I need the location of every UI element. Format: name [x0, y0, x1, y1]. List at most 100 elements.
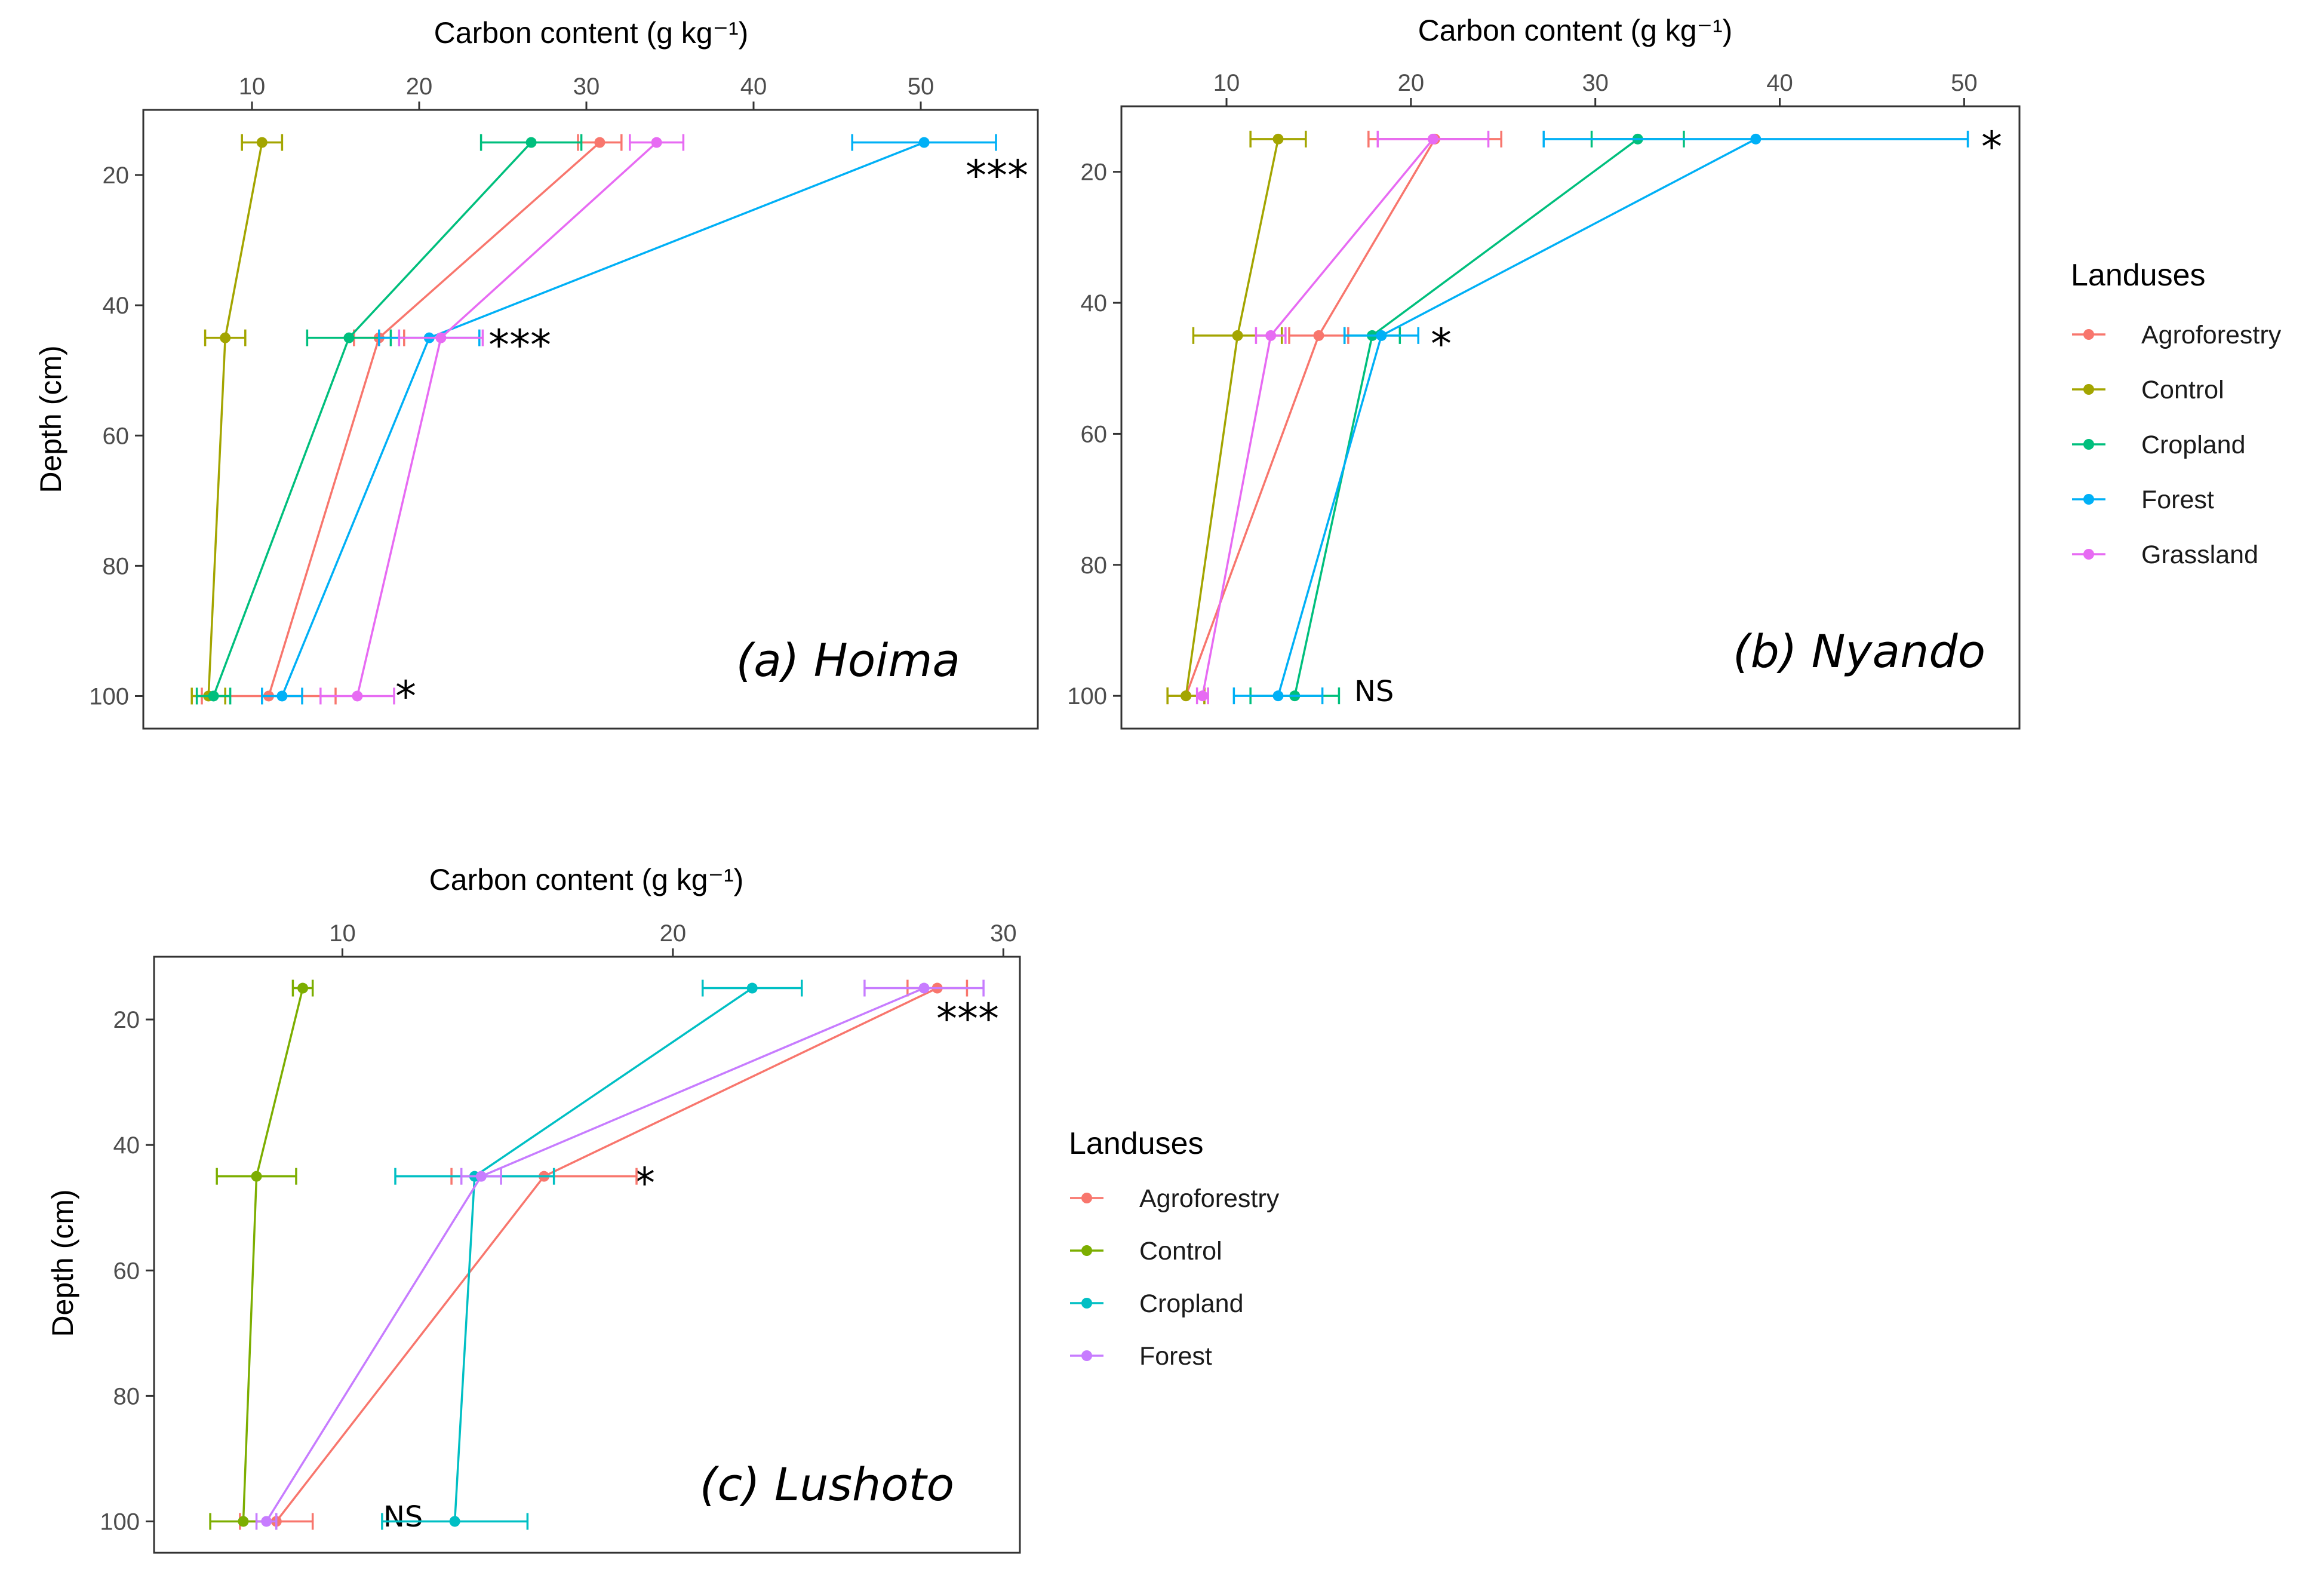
legend-top: Landuses Agroforestry Control Cropland Fore… [2071, 258, 2282, 569]
y-tick-label: 60 [113, 1258, 140, 1284]
x-axis-title: Carbon content (g kg⁻¹) [434, 16, 749, 50]
significance-label: NS [383, 1500, 423, 1534]
data-point [251, 1171, 262, 1182]
x-tick-label: 30 [990, 920, 1017, 947]
x-tick-label: 50 [1951, 70, 1978, 96]
y-tick-label: 100 [100, 1509, 140, 1535]
data-point [343, 332, 355, 343]
legend-title: Landuses [2071, 258, 2206, 293]
x-tick-label: 20 [660, 920, 687, 947]
data-point [475, 1171, 487, 1182]
series-cropland [195, 134, 583, 705]
series-grassland [1195, 130, 1490, 705]
panel-nyando: Carbon content (g kg⁻¹) (b) Nyando * * N… [1067, 14, 2021, 730]
y-tick-label: 20 [1081, 159, 1108, 186]
series-forest [255, 979, 985, 1530]
data-point [1197, 690, 1208, 702]
data-point [297, 982, 309, 994]
panel-hoima: Carbon content (g kg⁻¹) Depth (cm) (a) H… [34, 16, 1039, 730]
data-point [1232, 330, 1243, 341]
significance-label: *** [966, 151, 1028, 200]
data-point [435, 332, 447, 343]
data-point [276, 690, 288, 702]
panel-label: (c) Lushoto [700, 1458, 954, 1511]
significance-label: *** [936, 994, 999, 1043]
data-point [594, 137, 605, 148]
significance-label: NS [1354, 675, 1394, 708]
x-tick-label: 10 [1213, 70, 1240, 96]
x-tick-label: 10 [239, 73, 266, 100]
data-point [525, 137, 537, 148]
panel-label: (b) Nyando [1733, 625, 1985, 678]
significance-label: *** [488, 321, 551, 370]
x-tick-label: 30 [573, 73, 600, 100]
data-point [208, 690, 219, 702]
legend-key-marker [1081, 1193, 1092, 1203]
x-tick-label: 10 [329, 920, 356, 947]
significance-label: * [395, 672, 416, 721]
data-point [1272, 690, 1284, 702]
legend-item-grassland: Grassland [2072, 540, 2258, 569]
data-point [352, 690, 363, 702]
legend-item-agroforestry: Agroforestry [2072, 321, 2282, 349]
y-axis-title: Depth (cm) [34, 345, 67, 493]
legend-key-marker [2083, 439, 2094, 450]
y-tick-label: 20 [113, 1007, 140, 1033]
data-point [1181, 690, 1192, 702]
significance-label: * [1431, 320, 1452, 368]
y-tick-label: 100 [1067, 683, 1107, 710]
legend-title: Landuses [1069, 1126, 1204, 1161]
legend-key-marker [2083, 329, 2094, 340]
data-point [746, 982, 758, 994]
legend-key-marker [2083, 549, 2094, 560]
x-tick-label: 40 [1766, 70, 1793, 96]
legend-item-cropland: Cropland [2072, 431, 2246, 459]
data-point [1313, 330, 1324, 341]
data-point [261, 1516, 272, 1527]
legend-key-marker [1081, 1298, 1092, 1309]
y-tick-label: 60 [103, 423, 130, 449]
series-grassland [319, 134, 685, 705]
legend-item-control: Control [2072, 376, 2224, 404]
legend-label: Agroforestry [1139, 1184, 1280, 1213]
y-tick-label: 80 [103, 553, 130, 579]
x-tick-label: 20 [1398, 70, 1425, 96]
legend-label: Control [2141, 376, 2224, 404]
y-tick-label: 60 [1081, 421, 1108, 447]
plot-border [153, 956, 1021, 1554]
panel-lushoto: Carbon content (g kg⁻¹) Depth (cm) (c) L… [46, 863, 1021, 1554]
x-tick-label: 20 [406, 73, 433, 100]
y-tick-label: 100 [89, 683, 129, 710]
x-tick-label: 30 [1582, 70, 1609, 96]
legend-label: Agroforestry [2141, 321, 2282, 349]
data-point [1272, 133, 1284, 145]
data-point [449, 1516, 460, 1527]
legend-label: Cropland [1139, 1289, 1244, 1318]
plot-border [142, 109, 1039, 730]
legend-key-marker [1081, 1350, 1092, 1361]
legend-key-marker [2083, 384, 2094, 395]
x-axis-title: Carbon content (g kg⁻¹) [429, 863, 744, 896]
data-point [918, 137, 930, 148]
data-point [1750, 133, 1762, 145]
data-point [1427, 133, 1438, 145]
y-tick-label: 40 [103, 293, 130, 319]
data-point [1265, 330, 1277, 341]
legend-key-marker [2083, 494, 2094, 505]
legend-item-forest: Forest [2072, 486, 2214, 514]
plot-border [1120, 105, 2021, 730]
legend-item-control: Control [1070, 1237, 1222, 1266]
data-point [651, 137, 662, 148]
legend-label: Grassland [2141, 540, 2258, 569]
y-axis-title: Depth (cm) [46, 1189, 79, 1337]
x-tick-label: 50 [908, 73, 934, 100]
legend-label: Cropland [2141, 431, 2246, 459]
significance-label: * [1981, 122, 2002, 171]
legend-label: Forest [1139, 1342, 1212, 1371]
significance-label: * [634, 1159, 655, 1208]
legend-item-cropland: Cropland [1070, 1289, 1244, 1318]
series-control [190, 134, 284, 705]
data-point [918, 982, 930, 994]
y-tick-label: 80 [113, 1383, 140, 1409]
